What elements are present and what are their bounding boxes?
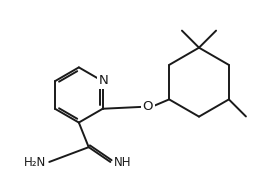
Text: NH: NH <box>114 157 132 169</box>
Text: O: O <box>143 100 153 113</box>
Text: N: N <box>99 74 109 87</box>
Text: H₂N: H₂N <box>24 157 46 169</box>
